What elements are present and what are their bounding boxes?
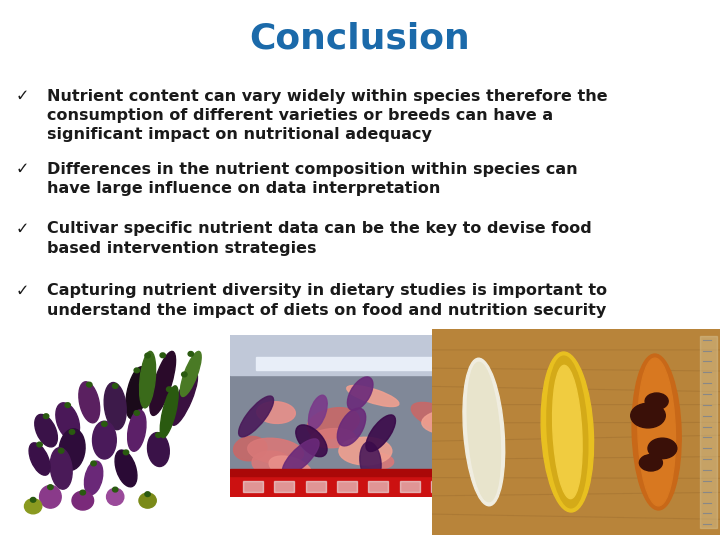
Ellipse shape xyxy=(156,433,161,437)
Ellipse shape xyxy=(79,382,99,423)
Ellipse shape xyxy=(69,429,75,434)
Ellipse shape xyxy=(411,402,464,431)
Ellipse shape xyxy=(65,403,71,408)
Text: Conclusion: Conclusion xyxy=(250,22,470,56)
Ellipse shape xyxy=(59,429,85,470)
Ellipse shape xyxy=(134,368,140,373)
Ellipse shape xyxy=(282,439,319,475)
Ellipse shape xyxy=(127,410,146,451)
Ellipse shape xyxy=(112,383,118,388)
Ellipse shape xyxy=(30,497,36,502)
Bar xyxy=(256,357,457,370)
Ellipse shape xyxy=(366,415,395,451)
Ellipse shape xyxy=(422,409,483,435)
Bar xyxy=(337,481,357,492)
Ellipse shape xyxy=(139,493,156,508)
Circle shape xyxy=(648,438,677,458)
Ellipse shape xyxy=(43,414,49,418)
Ellipse shape xyxy=(58,448,64,453)
Text: Capturing nutrient diversity in dietary studies is important to
understand the i: Capturing nutrient diversity in dietary … xyxy=(47,284,607,318)
Ellipse shape xyxy=(80,490,86,495)
Ellipse shape xyxy=(310,429,356,448)
Ellipse shape xyxy=(296,425,327,457)
Bar xyxy=(431,481,451,492)
Ellipse shape xyxy=(145,492,150,496)
Circle shape xyxy=(631,403,665,428)
Text: ✓: ✓ xyxy=(16,162,30,177)
Ellipse shape xyxy=(362,453,394,469)
Ellipse shape xyxy=(463,358,505,506)
Ellipse shape xyxy=(56,403,79,440)
Ellipse shape xyxy=(252,451,292,475)
Text: ✓: ✓ xyxy=(16,284,30,299)
Ellipse shape xyxy=(40,485,61,508)
Ellipse shape xyxy=(337,408,366,446)
Bar xyxy=(243,481,264,492)
Ellipse shape xyxy=(257,402,295,423)
Ellipse shape xyxy=(112,487,118,492)
Text: Cultivar specific nutrient data can be the key to devise food
based intervention: Cultivar specific nutrient data can be t… xyxy=(47,221,592,255)
Text: Differences in the nutrient composition within species can
have large influence : Differences in the nutrient composition … xyxy=(47,162,577,196)
Ellipse shape xyxy=(307,408,359,439)
Bar xyxy=(400,481,420,492)
Bar xyxy=(305,481,325,492)
Ellipse shape xyxy=(126,367,148,419)
Bar xyxy=(368,481,389,492)
Ellipse shape xyxy=(148,433,169,467)
Ellipse shape xyxy=(50,448,72,489)
Bar xyxy=(274,481,294,492)
Ellipse shape xyxy=(347,386,399,407)
Ellipse shape xyxy=(86,382,92,387)
Ellipse shape xyxy=(360,442,381,482)
Ellipse shape xyxy=(638,358,675,506)
Ellipse shape xyxy=(269,456,312,480)
Circle shape xyxy=(645,393,668,409)
Text: ✓: ✓ xyxy=(16,221,30,237)
Ellipse shape xyxy=(181,352,201,396)
Ellipse shape xyxy=(140,352,156,408)
Ellipse shape xyxy=(166,387,172,392)
Ellipse shape xyxy=(347,377,373,410)
Ellipse shape xyxy=(29,443,50,475)
Ellipse shape xyxy=(104,382,126,430)
Ellipse shape xyxy=(161,386,178,437)
Text: ✓: ✓ xyxy=(16,89,30,104)
Ellipse shape xyxy=(107,488,124,505)
Bar xyxy=(700,335,717,529)
Ellipse shape xyxy=(171,372,197,426)
Ellipse shape xyxy=(238,396,274,437)
Ellipse shape xyxy=(134,410,140,415)
Ellipse shape xyxy=(632,354,681,510)
Circle shape xyxy=(639,455,662,471)
Ellipse shape xyxy=(91,461,96,466)
Ellipse shape xyxy=(181,372,187,377)
Ellipse shape xyxy=(48,485,53,490)
Bar xyxy=(462,481,482,492)
Ellipse shape xyxy=(547,356,588,508)
Ellipse shape xyxy=(553,366,582,498)
Bar xyxy=(230,335,482,375)
Ellipse shape xyxy=(102,422,107,427)
Ellipse shape xyxy=(115,450,137,487)
Ellipse shape xyxy=(308,395,327,429)
Ellipse shape xyxy=(160,353,166,357)
Ellipse shape xyxy=(145,353,150,358)
Ellipse shape xyxy=(248,438,304,464)
Ellipse shape xyxy=(541,352,593,512)
Ellipse shape xyxy=(35,414,58,447)
Ellipse shape xyxy=(72,491,94,510)
Ellipse shape xyxy=(84,461,103,495)
Ellipse shape xyxy=(467,362,500,502)
Text: Nutrient content can vary widely within species therefore the
consumption of dif: Nutrient content can vary widely within … xyxy=(47,89,608,143)
Ellipse shape xyxy=(24,499,42,514)
Bar xyxy=(230,469,482,476)
Bar xyxy=(230,472,482,497)
Ellipse shape xyxy=(339,437,392,465)
Ellipse shape xyxy=(150,352,176,415)
Ellipse shape xyxy=(37,442,42,447)
Ellipse shape xyxy=(188,352,194,356)
Ellipse shape xyxy=(93,421,117,459)
Ellipse shape xyxy=(233,436,267,461)
Ellipse shape xyxy=(123,450,129,455)
